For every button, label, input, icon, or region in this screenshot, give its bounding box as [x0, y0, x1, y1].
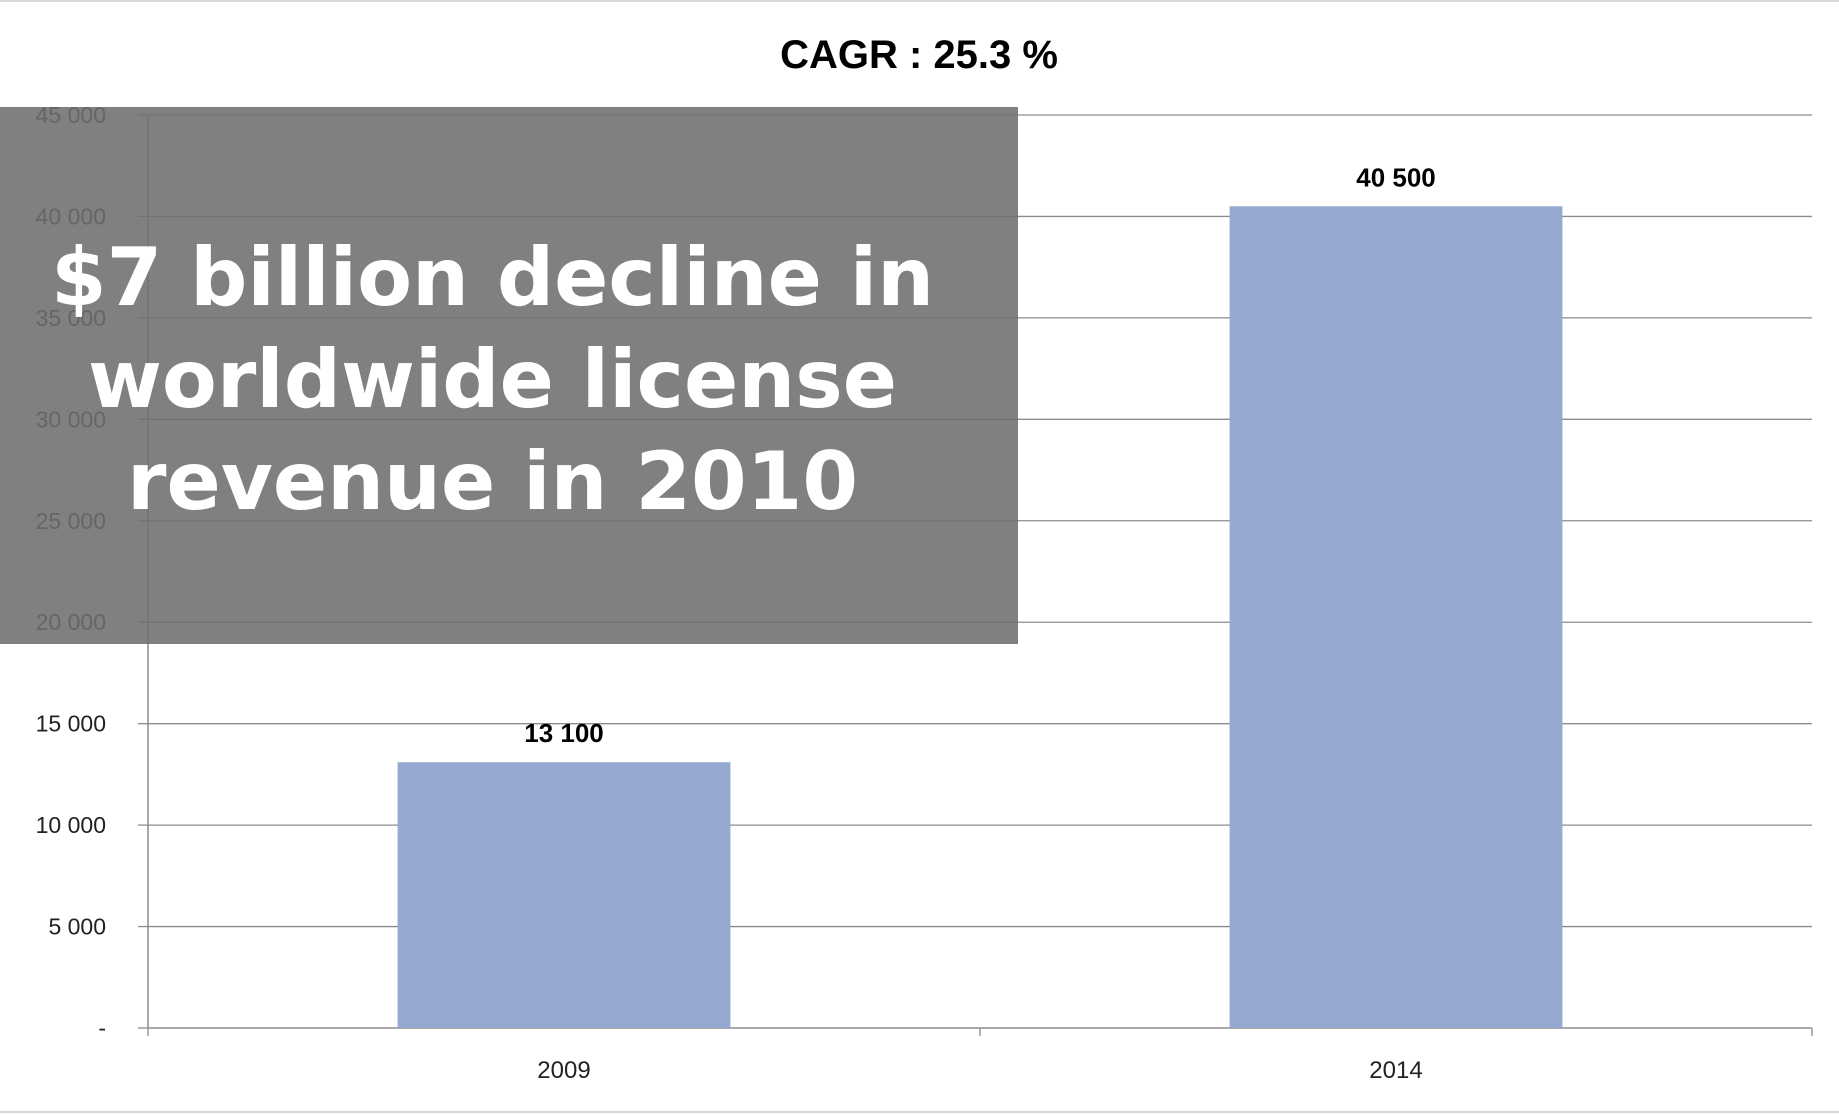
bars [397, 206, 1563, 1029]
x-category-label: 2009 [537, 1057, 590, 1084]
bar-2014 [1229, 206, 1563, 1029]
x-category-label: 2014 [1369, 1057, 1422, 1084]
y-tick-label: - [98, 1015, 106, 1041]
annotation-overlay: $7 billion decline in worldwide license … [0, 107, 1018, 644]
bar-2009 [397, 762, 731, 1028]
annotation-text: $7 billion decline in worldwide license … [50, 231, 935, 528]
data-label-2009: 13 100 [524, 718, 604, 748]
y-tick-label: 10 000 [36, 812, 106, 838]
y-tick-label: 15 000 [36, 711, 106, 737]
chart-title: CAGR : 25.3 % [780, 33, 1058, 77]
y-tick-label: 5 000 [48, 914, 106, 940]
data-label-2014: 40 500 [1356, 162, 1436, 192]
